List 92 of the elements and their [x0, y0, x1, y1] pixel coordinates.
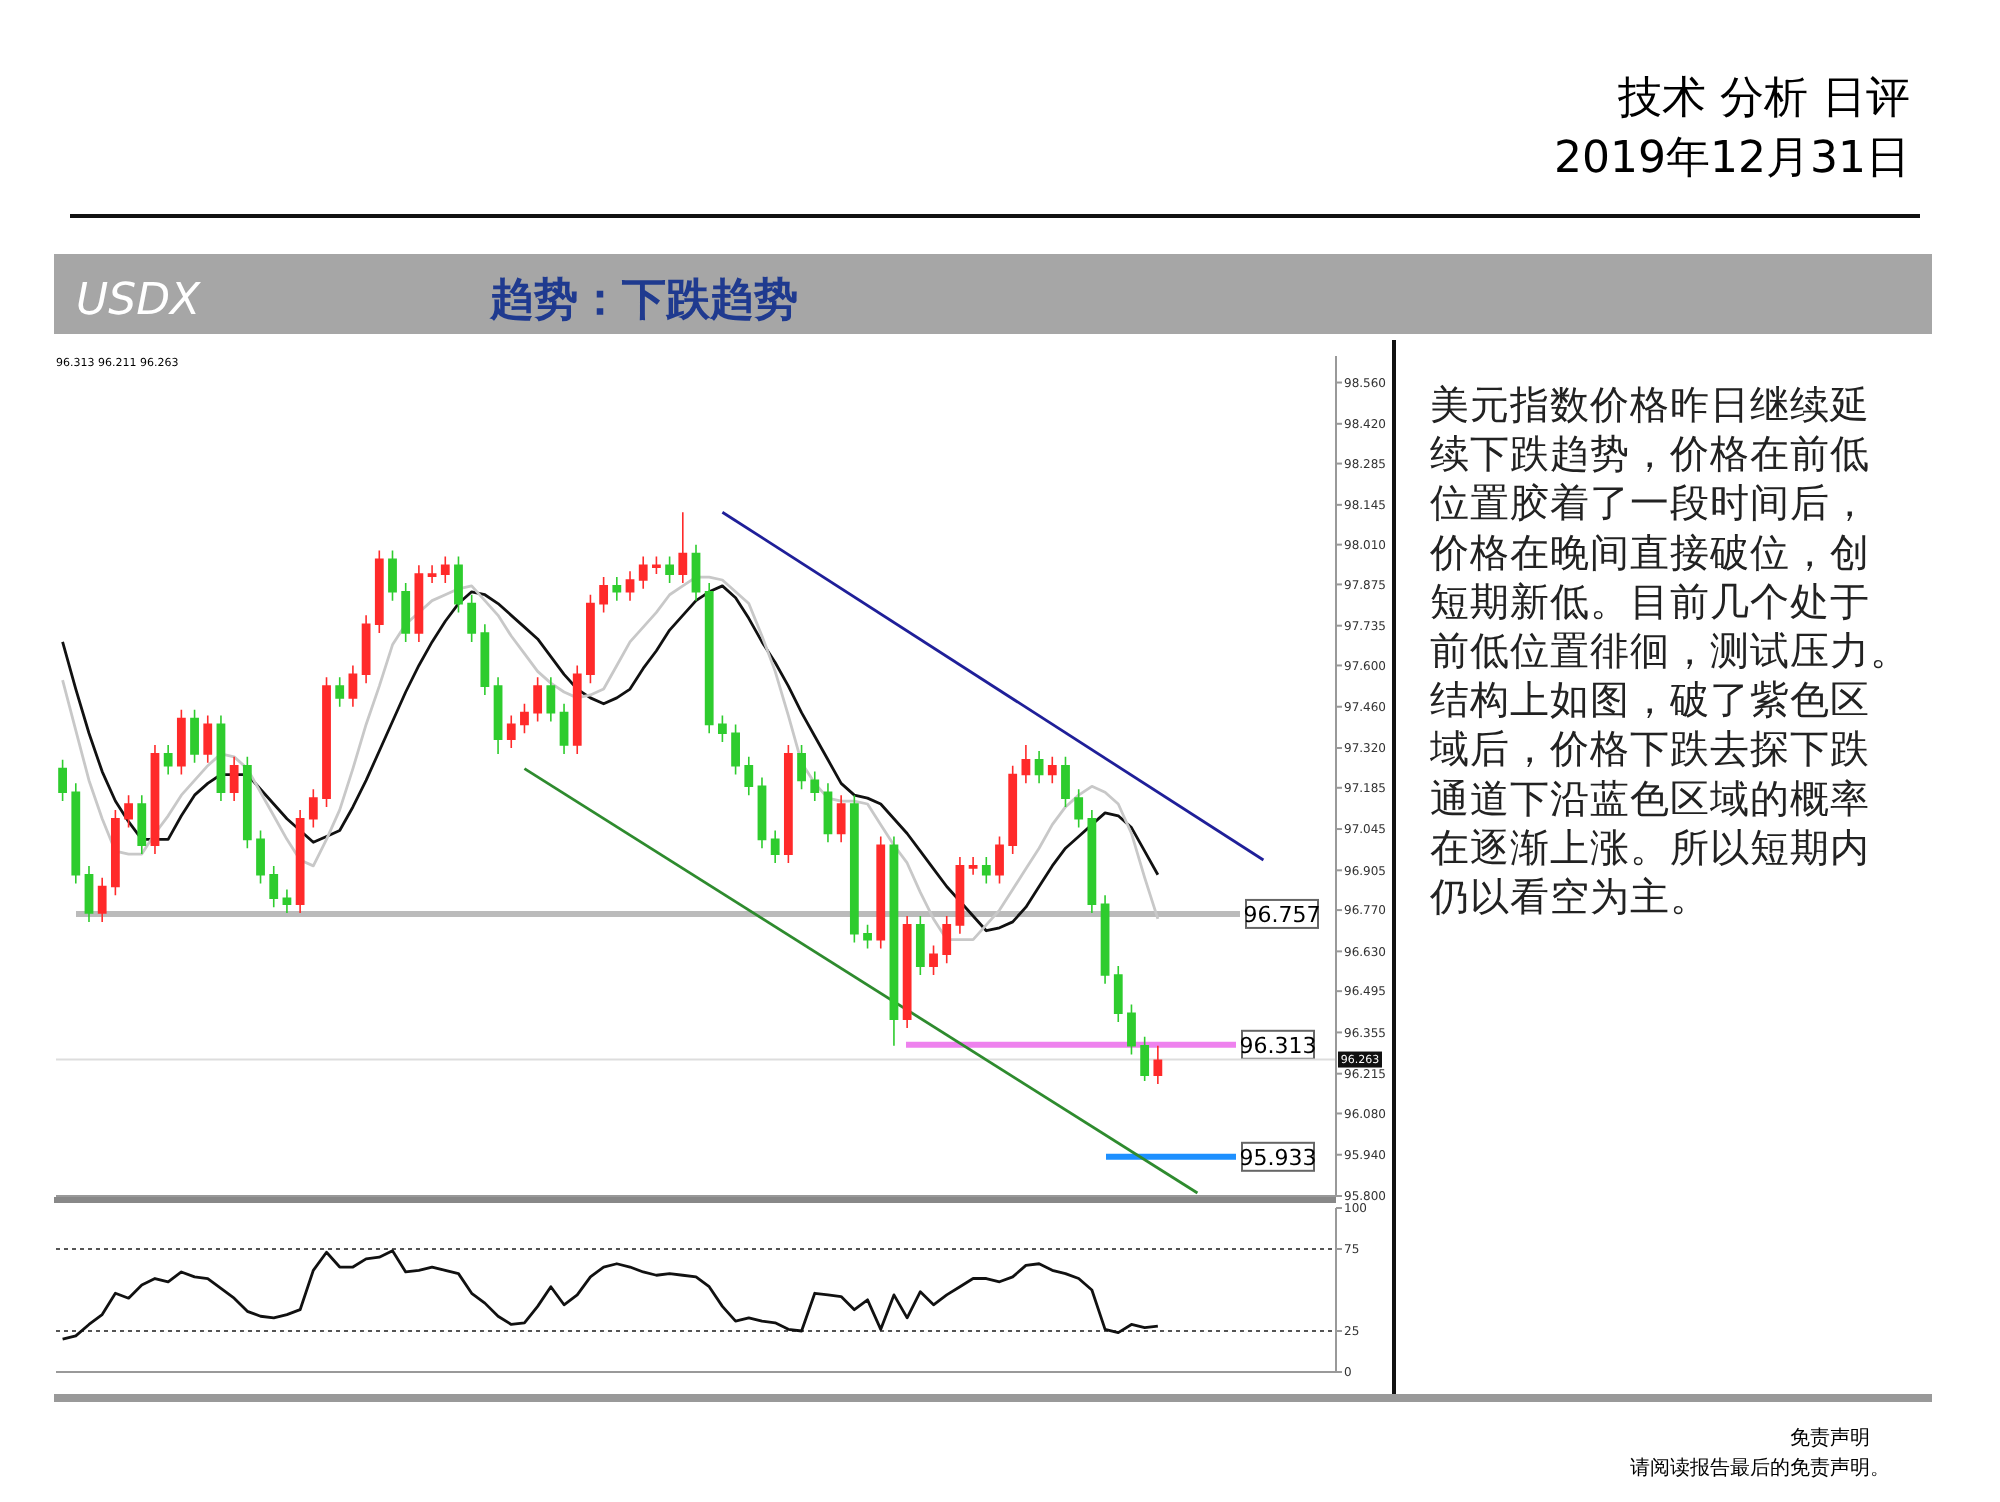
- candlestick: [137, 794, 147, 855]
- candlestick: [559, 702, 569, 755]
- candlestick: [506, 714, 516, 749]
- candlestick: [414, 564, 424, 643]
- candlestick: [717, 714, 727, 743]
- candlestick: [1021, 744, 1031, 785]
- candlestick: [110, 809, 120, 897]
- candlestick: [322, 676, 331, 808]
- candlestick: [744, 756, 754, 796]
- candlestick: [981, 856, 991, 885]
- line-series: [61, 1249, 1160, 1341]
- candlestick: [1074, 788, 1084, 829]
- candlestick: [731, 723, 740, 776]
- candlestick: [467, 593, 477, 643]
- candlestick: [1087, 809, 1097, 914]
- candlestick: [678, 511, 688, 584]
- candlestick: [84, 865, 94, 923]
- text: 技术 分析 日评: [1616, 74, 1910, 124]
- candlestick: [1047, 756, 1057, 785]
- candlestick: [242, 756, 252, 850]
- candlestick: [1034, 750, 1044, 785]
- candlestick: [361, 614, 371, 684]
- candlestick: [942, 915, 952, 964]
- candlestick: [493, 676, 503, 755]
- candlestick: [625, 570, 635, 602]
- candlestick: [823, 782, 833, 844]
- candlestick: [203, 714, 213, 764]
- candlestick: [97, 876, 107, 923]
- chart-title: USDX: [76, 276, 203, 326]
- candlestick: [797, 744, 806, 791]
- candlestick: [638, 555, 648, 590]
- candlestick: [770, 829, 780, 864]
- candlestick: [849, 794, 859, 944]
- candlestick: [401, 582, 411, 643]
- candlestick: [836, 794, 846, 844]
- candlestick: [665, 555, 675, 584]
- candlestick: [520, 702, 529, 735]
- candlestick: [691, 543, 701, 602]
- candlestick: [757, 776, 767, 850]
- candlestick: [783, 744, 793, 864]
- candlestick: [902, 915, 912, 1029]
- chart-subtitle: 趋势：下跌趋势: [488, 276, 798, 326]
- candlestick: [572, 664, 582, 755]
- candlestick: [586, 593, 595, 684]
- candlestick: [256, 829, 265, 885]
- candlestick: [1061, 756, 1070, 808]
- candlestick: [282, 888, 292, 914]
- candlestick: [440, 555, 450, 584]
- candlestick: [58, 758, 67, 802]
- candlestick: [995, 835, 1004, 885]
- candlestick: [348, 664, 358, 708]
- candlestick: [124, 794, 133, 829]
- candlestick: [216, 714, 226, 802]
- candlestick: [308, 788, 318, 829]
- candlestick: [889, 835, 899, 1047]
- candlestick: [1113, 965, 1123, 1023]
- text: 请阅读报告最后的免责声明。: [1630, 1456, 1890, 1480]
- candlestick: [863, 924, 872, 950]
- candlestick: [1140, 1036, 1150, 1082]
- candlestick: [876, 835, 886, 950]
- candlestick: [295, 809, 305, 914]
- candlestick: [929, 944, 938, 976]
- candlestick: [1100, 894, 1110, 985]
- candlestick: [163, 744, 173, 776]
- candlestick: [374, 549, 384, 634]
- candlestick: [612, 576, 622, 602]
- candlestick: [427, 564, 437, 584]
- text: 免责声明: [1790, 1426, 1870, 1450]
- candlestick: [1153, 1044, 1163, 1085]
- text: 2019年12月31日: [1554, 134, 1910, 184]
- candlestick: [71, 782, 81, 885]
- candlestick: [546, 676, 556, 723]
- candlestick: [229, 756, 239, 802]
- candlestick: [968, 856, 978, 876]
- candlestick: [599, 576, 609, 614]
- candlestick: [704, 582, 714, 735]
- candlestick: [955, 856, 965, 935]
- candlestick: [454, 555, 463, 614]
- candlestick: [190, 708, 199, 764]
- candlestick: [176, 708, 186, 776]
- candlestick: [810, 770, 820, 802]
- candlestick: [150, 744, 160, 855]
- candlestick: [388, 549, 397, 602]
- candlestick: [1127, 1003, 1136, 1056]
- candlestick: [335, 676, 345, 708]
- candlestick: [480, 623, 490, 696]
- candlestick: [269, 865, 279, 908]
- candlestick: [533, 676, 543, 723]
- candlestick: [915, 915, 925, 976]
- text: 美元指数价格昨日继续延续下跌趋势，价格在前低位置胶着了一段时间后，价格在晚间直接破位，创短期新低。目前几个处于前低位置徘徊，测试压力。结构上如图，破了紫色区域后，价格下跌去探下跌通道下沿蓝色区域的概率在逐渐上涨。所以短期内仍以看空为主。: [1430, 382, 1910, 920]
- candlestick: [1008, 764, 1018, 855]
- candlestick: [652, 555, 661, 575]
